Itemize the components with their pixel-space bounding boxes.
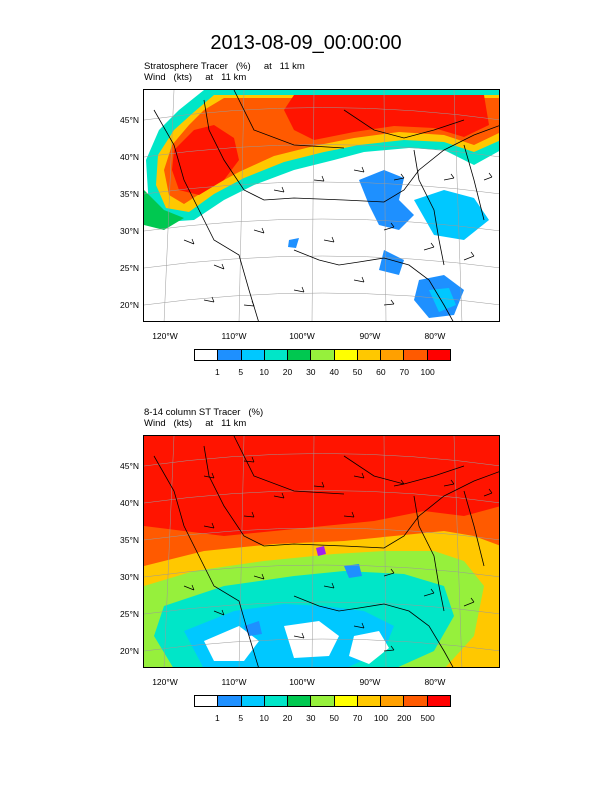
panel1-title-line1: Stratosphere Tracer (%) at 11 km [144,61,305,72]
colorbar-swatch [195,696,218,706]
colorbar-swatch [265,350,288,360]
panel2-lat-label: 25°N [103,609,139,619]
panel2-title-line1: 8-14 column ST Tracer (%) [144,407,263,418]
colorbar-swatch [288,696,311,706]
colorbar-swatch [311,696,334,706]
panel2-lon-label: 90°W [350,677,390,687]
colorbar-swatch [311,350,334,360]
panel2-map [143,435,500,668]
panel1-lat-label: 45°N [103,115,139,125]
panel1-lat-label: 20°N [103,300,139,310]
panel1-lon-label: 90°W [350,331,390,341]
colorbar-tick-label: 500 [413,713,443,723]
panel2-lon-label: 110°W [214,677,254,687]
panel1-map-svg [144,90,500,322]
colorbar-swatch [428,696,450,706]
colorbar-swatch [381,350,404,360]
colorbar-swatch [404,350,427,360]
panel2-lat-label: 30°N [103,572,139,582]
colorbar-swatch [335,696,358,706]
panel1-map [143,89,500,322]
panel1-lon-label: 100°W [282,331,322,341]
figure-title: 2013-08-09_00:00:00 [0,32,612,55]
panel1-lon-label: 120°W [145,331,185,341]
panel2-lat-label: 20°N [103,646,139,656]
panel2-lat-label: 45°N [103,461,139,471]
panel1-lat-label: 30°N [103,226,139,236]
panel1-lat-label: 35°N [103,189,139,199]
panel2-colorbar [194,695,451,707]
colorbar-swatch [335,350,358,360]
colorbar-swatch [428,350,450,360]
colorbar-swatch [265,696,288,706]
colorbar-swatch [381,696,404,706]
colorbar-swatch [358,350,381,360]
colorbar-tick-label: 100 [413,367,443,377]
panel1-lon-label: 80°W [415,331,455,341]
panel1-lat-label: 25°N [103,263,139,273]
panel2-lon-label: 120°W [145,677,185,687]
panel2-title-line2: Wind (kts) at 11 km [144,418,246,429]
panel2-map-svg [144,436,500,668]
panel2-lon-label: 80°W [415,677,455,687]
colorbar-swatch [358,696,381,706]
panel1-lon-label: 110°W [214,331,254,341]
panel1-title-line2: Wind (kts) at 11 km [144,72,246,83]
colorbar-swatch [242,350,265,360]
panel1-lat-label: 40°N [103,152,139,162]
panel2-lat-label: 40°N [103,498,139,508]
colorbar-swatch [242,696,265,706]
colorbar-swatch [195,350,218,360]
panel2-lon-label: 100°W [282,677,322,687]
colorbar-swatch [404,696,427,706]
colorbar-swatch [218,696,241,706]
panel2-lat-label: 35°N [103,535,139,545]
panel1-colorbar [194,349,451,361]
colorbar-swatch [218,350,241,360]
colorbar-swatch [288,350,311,360]
